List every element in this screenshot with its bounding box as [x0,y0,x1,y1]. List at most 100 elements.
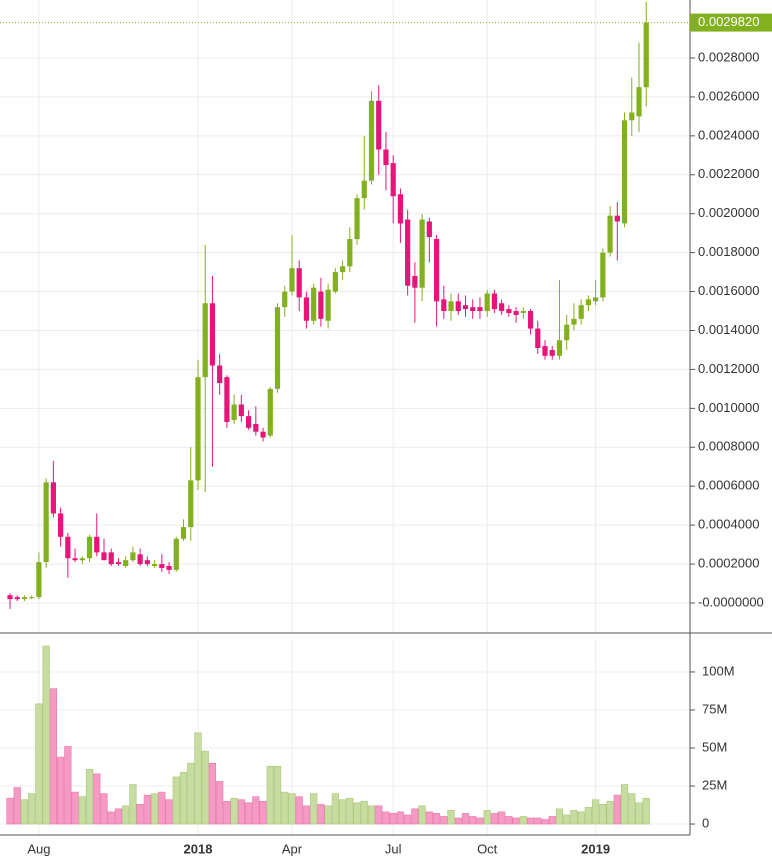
candle-body [477,307,483,312]
y-tick-label: 0.0028000 [698,49,759,64]
grid [0,0,690,835]
y-tick-label: 0.0012000 [698,361,759,376]
volume-bar [114,808,123,825]
candle-body [621,120,628,224]
candle-body [484,293,490,312]
candle-body [159,564,165,568]
volume-bar [512,817,520,825]
y-tick-label: 0.0008000 [698,439,759,454]
volume-bar [338,799,347,825]
candle-body [94,536,100,553]
candle-body [614,215,620,222]
candle-body [368,100,375,181]
candle-body [629,112,635,121]
volume-bar [179,772,188,825]
volume-bar [42,645,50,825]
y-tick-label: 0.0018000 [698,244,759,259]
candle-body [535,328,541,349]
candle-body [21,597,28,600]
x-tick-label: Apr [282,841,303,856]
candle-body [607,215,613,253]
candle-body [188,480,194,528]
candle-body [267,388,273,436]
volume-bar [208,762,217,825]
y-tick-label: 0.0010000 [698,400,759,415]
candle-body [72,558,78,561]
volume-bar [606,800,614,825]
candle-body [65,536,71,559]
volume-bar [310,793,318,825]
volume-bar [526,817,535,825]
volume-bar [252,796,260,825]
candle-body [123,560,129,567]
y-tick-label: 0.0014000 [698,322,759,337]
candle-body [14,597,20,600]
volume-bar [237,799,245,825]
candle-body [260,431,266,438]
candle-body [108,552,114,565]
candle-body [419,219,425,288]
candle-body [332,272,338,292]
volume-bar [469,816,477,825]
candle-body [79,558,85,561]
candle-body [43,482,49,563]
candle-body [166,566,172,570]
last-price-label: 0.0029820 [698,14,759,29]
candle-body [303,297,310,321]
y-tick-label: 0.0026000 [698,88,759,103]
volume-bar [100,793,108,825]
candle-body [426,221,432,238]
y-tick-label: 0.0024000 [698,127,759,142]
volume-bar [273,765,282,825]
volume-bar [288,793,296,825]
volume-bar [541,819,549,825]
candle-body [405,219,411,286]
volume-bar [367,805,376,825]
candle-body [556,340,563,356]
candle-body [354,198,360,240]
candle-body [593,297,599,302]
x-tick-label: 2019 [581,841,610,856]
volume-bar [64,746,72,825]
candle-body [209,303,216,366]
candle-body [86,536,93,559]
candle-body [101,552,107,561]
candle-body [50,482,56,514]
volume-bar [548,816,556,825]
candle-body [36,562,42,598]
volume-bar [136,803,144,825]
candle-body [433,239,440,302]
candle-body [542,346,548,356]
candle-body [397,194,404,224]
volume-bar [577,811,585,825]
volume-bar [129,784,137,825]
candle-body [347,239,353,267]
volume-bar [505,816,513,825]
y-tick-label: 0.0022000 [698,166,759,181]
volume-bar [194,732,202,825]
candle-body [462,305,469,310]
volume-bar [56,756,65,825]
volume-bar [642,797,650,825]
volume-bar [324,805,332,825]
candle-body [636,87,642,117]
candle-body [339,266,346,273]
candle-body [253,423,259,432]
candle-body [506,309,512,313]
candle-body [180,527,187,539]
volume-bar [389,813,397,825]
y-tick-label: 0.0002000 [698,556,759,571]
last-price-box [690,13,772,32]
volume-bar [563,814,571,825]
candle-body [549,349,555,356]
candle-body [224,377,230,422]
candle-body [195,377,201,481]
volume-bar [382,811,390,825]
x-tick-label: 2018 [184,841,213,856]
volume-bar [599,803,607,825]
volume-bar [13,787,21,825]
y-tick-label: 0.0016000 [698,283,759,298]
candle-body [58,513,64,537]
volume-bar [353,802,361,825]
